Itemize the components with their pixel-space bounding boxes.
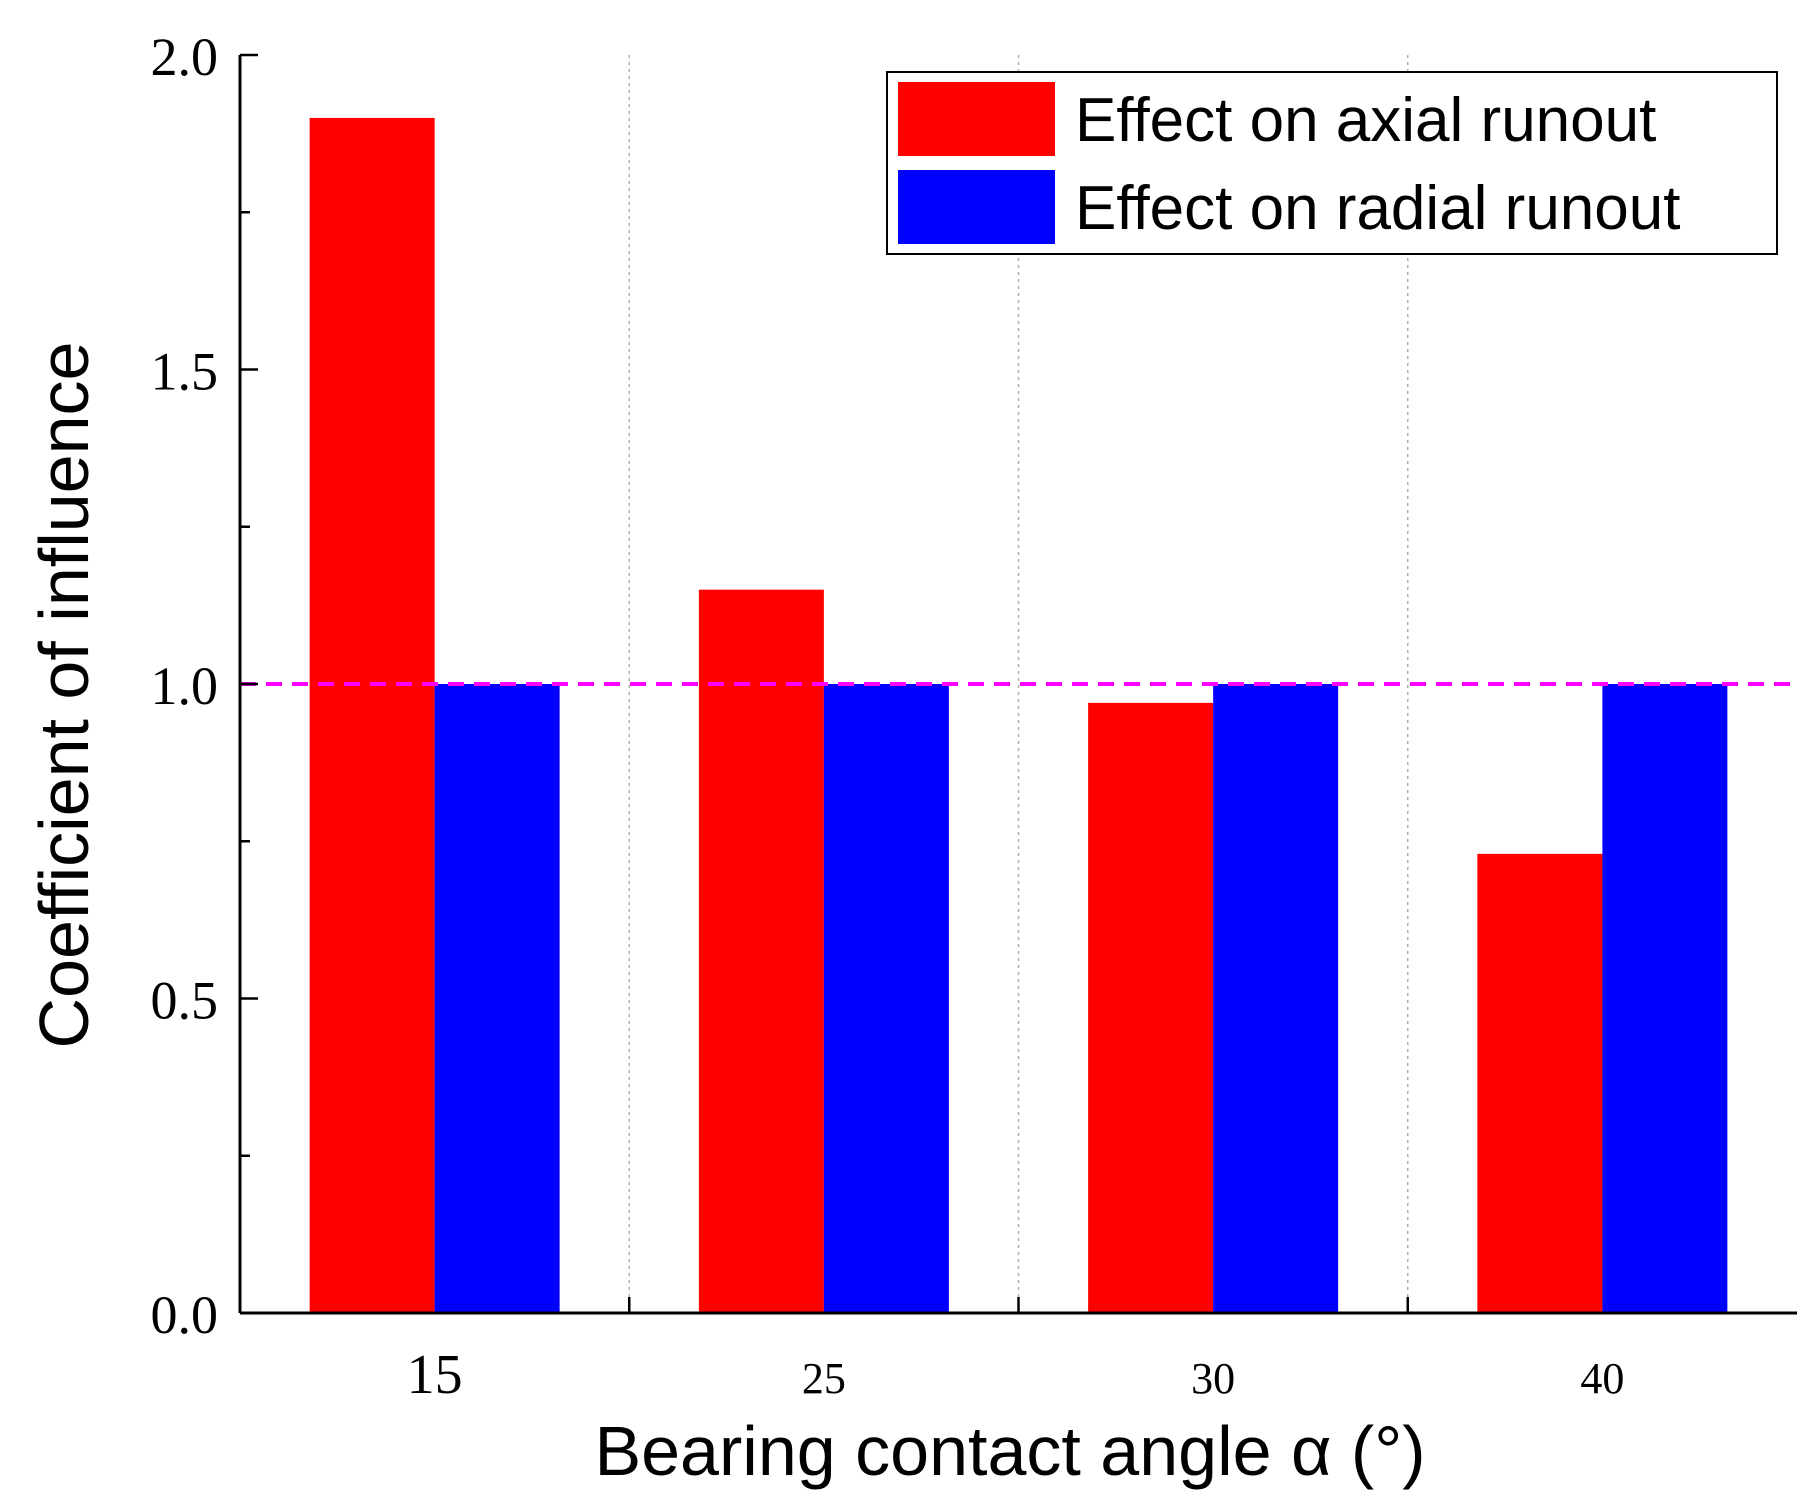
legend: Effect on axial runout Effect on radial … [886,71,1778,255]
legend-label-radial: Effect on radial runout [1075,174,1680,243]
y-tick-label: 1.0 [151,656,219,716]
bar-radial-15 [434,684,560,1313]
x-tick-label: 25 [802,1354,846,1403]
y-tick-label: 2.0 [151,27,219,87]
x-tick-label: 40 [1580,1354,1624,1403]
x-tick-label: 30 [1191,1354,1235,1403]
x-axis-title: Bearing contact angle α (°) [594,1412,1425,1490]
tick-labels: 0.0 0.5 1.0 1.5 2.0 15 25 30 40 [151,27,1625,1406]
x-tick-label: 15 [407,1344,463,1406]
axes [238,53,1797,1315]
bar-radial-40 [1602,684,1728,1313]
bar-axial-15 [309,117,435,1313]
y-tick-label: 0.5 [151,971,219,1031]
y-axis-title: Coefficient of influence [25,342,103,1049]
bar-axial-25 [698,589,824,1313]
legend-swatch-axial [898,82,1055,156]
bar-radial-30 [1213,684,1339,1313]
legend-label-axial: Effect on axial runout [1075,86,1656,155]
bars [309,117,1728,1313]
bar-axial-40 [1477,853,1603,1313]
y-tick-label: 0.0 [151,1285,219,1345]
bar-axial-30 [1088,702,1214,1313]
legend-swatch-radial [898,170,1055,244]
bar-radial-25 [823,684,949,1313]
y-tick-label: 1.5 [151,342,219,402]
